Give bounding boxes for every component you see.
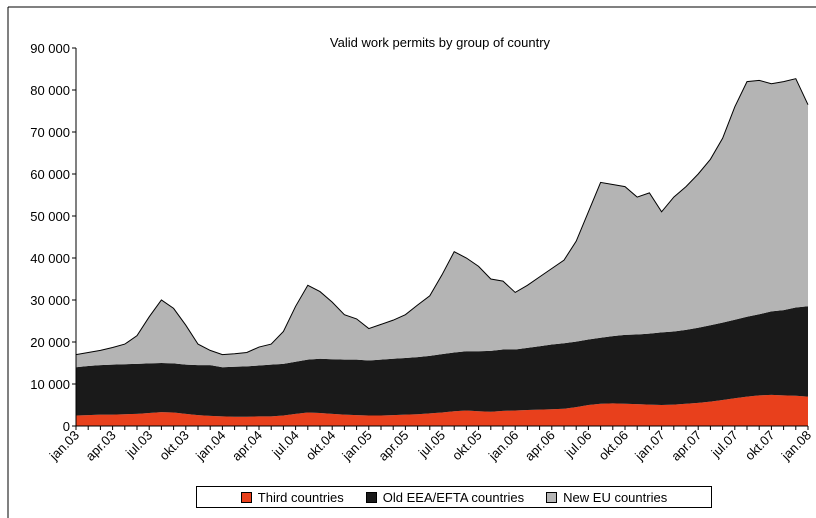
y-tick-label: 20 000 xyxy=(30,335,70,350)
x-tick-label: okt.05 xyxy=(449,428,485,464)
x-tick-label: jan.07 xyxy=(631,428,667,464)
legend: Third countries Old EEA/EFTA countries New… xyxy=(196,486,712,508)
x-tick-label: okt.07 xyxy=(742,428,778,464)
y-tick-label: 10 000 xyxy=(30,377,70,392)
y-tick-label: 80 000 xyxy=(30,83,70,98)
area xyxy=(76,78,808,368)
y-tick-label: 40 000 xyxy=(30,251,70,266)
x-tick-label: jan.06 xyxy=(485,428,521,464)
area xyxy=(76,306,808,417)
legend-item: New EU countries xyxy=(546,490,667,505)
y-tick-label: 60 000 xyxy=(30,167,70,182)
legend-swatch xyxy=(240,491,252,503)
legend-label: Old EEA/EFTA countries xyxy=(382,489,525,505)
y-tick-label: 0 xyxy=(63,419,70,434)
y-tick-label: 50 000 xyxy=(30,209,70,224)
y-tick-label: 90 000 xyxy=(30,41,70,56)
y-tick-label: 70 000 xyxy=(30,125,70,140)
x-tick-label: jan.08 xyxy=(778,428,814,464)
legend-swatch xyxy=(365,491,377,503)
x-tick-label: jul.04 xyxy=(268,428,301,461)
x-tick-label: jul.05 xyxy=(415,428,448,461)
legend-item: Third countries xyxy=(240,489,344,505)
x-tick-label: apr.07 xyxy=(668,428,704,464)
x-tick-label: jan.05 xyxy=(339,428,375,464)
x-tick-label: okt.06 xyxy=(595,428,631,464)
area xyxy=(76,394,808,426)
x-tick-label: jul.07 xyxy=(708,428,741,461)
legend-swatch xyxy=(546,491,558,503)
x-tick-label: apr.04 xyxy=(229,428,265,464)
x-tick-label: apr.05 xyxy=(375,428,411,464)
x-tick-label: apr.06 xyxy=(522,428,558,464)
chart-title: Valid work permits by group of country xyxy=(330,35,551,50)
x-tick-label: okt.04 xyxy=(303,428,339,464)
area-outline xyxy=(75,78,809,356)
x-tick-label: okt.03 xyxy=(156,428,192,464)
x-tick-label: jan.04 xyxy=(192,428,228,464)
legend-label: New EU countries xyxy=(563,489,668,505)
legend-item: Old EEA/EFTA countries xyxy=(365,489,525,505)
legend-label: Third countries xyxy=(257,489,344,505)
x-tick-label: jul.06 xyxy=(561,428,594,461)
y-tick-label: 30 000 xyxy=(30,293,70,308)
x-tick-label: apr.03 xyxy=(83,428,119,464)
x-tick-label: jul.03 xyxy=(122,428,155,461)
